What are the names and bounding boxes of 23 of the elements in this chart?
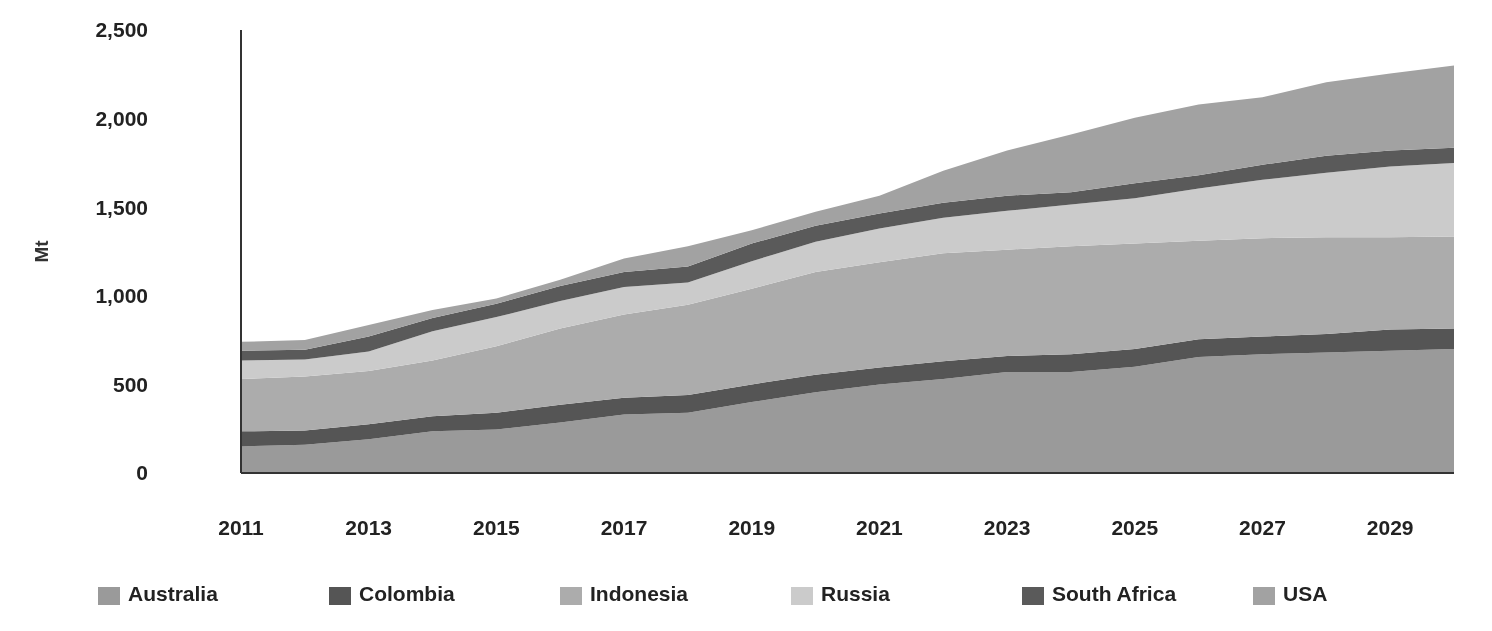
x-tick-label: 2027 [1239, 516, 1286, 539]
x-tick-label: 2021 [856, 516, 904, 539]
x-tick-label: 2011 [218, 516, 265, 539]
legend-label: South Africa [1052, 582, 1177, 605]
y-tick-label: 1,000 [95, 284, 148, 308]
y-tick-label: 0 [136, 461, 148, 485]
x-tick-label: 2023 [983, 516, 1031, 539]
y-tick-label: 500 [112, 372, 148, 396]
legend-label: USA [1283, 582, 1328, 605]
y-tick-label: 2,500 [95, 18, 148, 42]
legend-label: Colombia [359, 582, 455, 605]
x-tick-label: 2015 [473, 516, 521, 539]
x-tick-label: 2013 [345, 516, 393, 539]
y-tick-label: 2,000 [95, 106, 148, 130]
legend-label: Australia [128, 582, 219, 605]
x-tick-label: 2029 [1366, 516, 1414, 539]
legend-label: Indonesia [590, 582, 689, 605]
y-tick-label: 1,500 [95, 195, 148, 219]
x-tick-label: 2017 [600, 516, 648, 539]
x-tick-label: 2019 [728, 516, 776, 539]
x-tick-label: 2025 [1111, 516, 1159, 539]
legend-label: Russia [821, 582, 891, 605]
y-axis-title: Mt [31, 239, 52, 263]
